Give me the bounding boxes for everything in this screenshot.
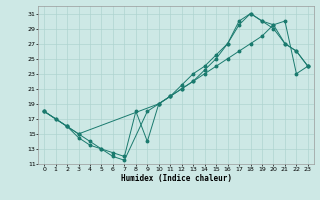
X-axis label: Humidex (Indice chaleur): Humidex (Indice chaleur) — [121, 174, 231, 183]
